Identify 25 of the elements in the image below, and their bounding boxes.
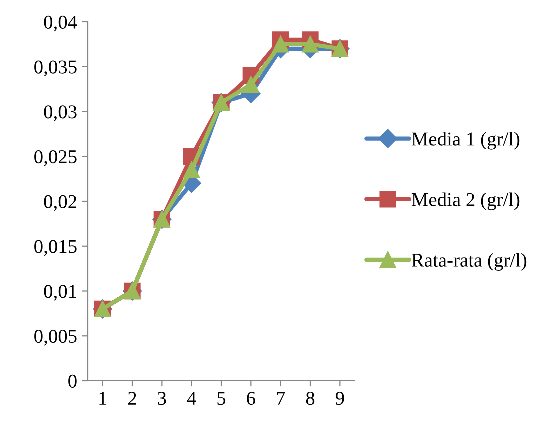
point — [302, 36, 319, 53]
x-tick-label: 6 — [247, 392, 256, 406]
x-tick-label: 2 — [128, 392, 136, 405]
y-tick-label: 0,035 — [34, 60, 77, 77]
legend-label: Media 2 (gr/l) — [412, 192, 520, 210]
point — [272, 36, 290, 53]
y-tick-label: 0,03 — [44, 106, 77, 122]
y-tick-label: 0,025 — [34, 150, 77, 166]
x-tick-label: 8 — [306, 392, 315, 406]
point — [242, 76, 260, 94]
point — [184, 162, 200, 178]
x-tick-label: 4 — [187, 392, 196, 405]
y-tick-label: 0,02 — [44, 195, 77, 212]
x-tick-label: 7 — [277, 392, 286, 405]
x-tick-label: 1 — [100, 392, 107, 405]
y-tick-label: 0,04 — [44, 16, 78, 32]
x-tick-label: 9 — [336, 392, 344, 406]
x-tick-label: 3 — [158, 392, 166, 406]
y-tick-label: 0 — [68, 374, 77, 388]
legend-label: Rata-rata (gr/l) — [412, 253, 527, 271]
y-tick-label: 0,01 — [44, 285, 76, 301]
legend-label: Media 1 (gr/l) — [412, 132, 520, 150]
x-tick-label: 5 — [218, 392, 226, 406]
y-tick-label: 0,015 — [34, 240, 77, 256]
y-tick-label: 0,005 — [34, 330, 77, 346]
